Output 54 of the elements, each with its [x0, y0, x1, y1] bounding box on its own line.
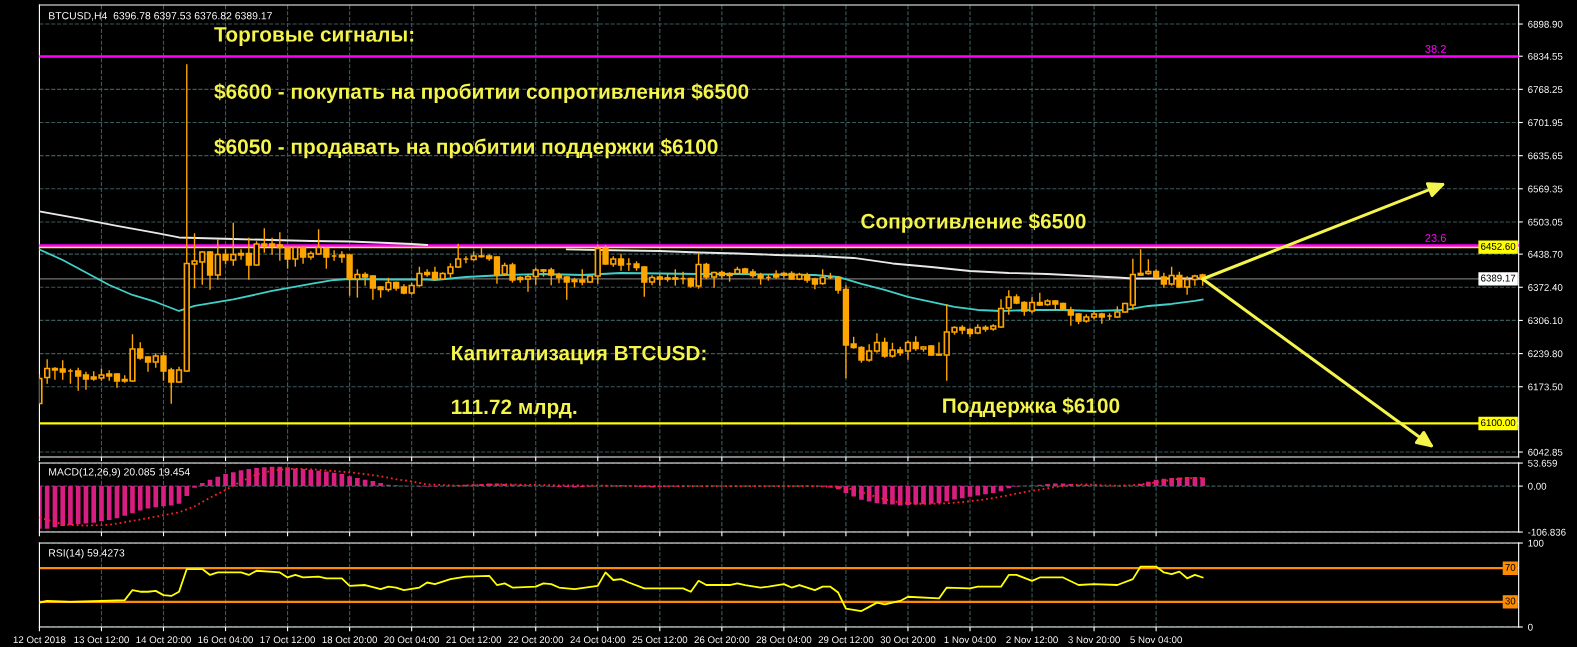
annotation: $6050 - продавать на пробитии поддержки $6100 [214, 138, 718, 159]
x-tick-label: 2 Nov 12:00 [1006, 636, 1058, 644]
text: BTCUSD,H4 6396.78 6397.53 6376.82 6389.17 [49, 12, 272, 21]
y-tick-label: 6834.55 [1528, 52, 1563, 60]
x-tick-label: 14 Oct 20:00 [136, 636, 191, 644]
y-tick-label: 6173.50 [1528, 383, 1563, 391]
annotation: Сопротивление $6500 [861, 212, 1086, 233]
ref-line-label: 6100.00 [1481, 419, 1516, 427]
annotation: Поддержка $6100 [943, 397, 1120, 418]
y-tick-label: 6503.05 [1528, 218, 1563, 226]
y-tick-label: 6042.85 [1528, 448, 1563, 456]
y-tick-label: 6569.35 [1528, 185, 1563, 193]
annotation: 111.72 млрд. [451, 399, 577, 419]
y-tick-label: 6635.65 [1528, 152, 1563, 160]
x-tick-label: 13 Oct 12:00 [74, 636, 129, 644]
x-tick-label: 20 Oct 04:00 [384, 636, 440, 644]
x-tick-label: 24 Oct 04:00 [570, 636, 626, 644]
x-tick-label: 12 Oct 2018 [13, 636, 66, 644]
ref-line-label: 30 [1505, 597, 1516, 605]
x-tick-label: 17 Oct 12:00 [260, 636, 316, 644]
x-tick-label: 18 Oct 20:00 [322, 636, 378, 644]
x-tick-label: 26 Oct 20:00 [694, 636, 750, 644]
y-tick-label: 6306.10 [1528, 317, 1563, 325]
text: RSI(14) 59.4273 [49, 548, 125, 559]
series-label: 38.2 [1425, 45, 1446, 53]
x-tick-label: 1 Nov 04:00 [944, 636, 996, 644]
x-tick-label: 3 Nov 20:00 [1068, 636, 1120, 644]
x-tick-label: 22 Oct 20:00 [508, 636, 564, 644]
annotation: Капитализация BTCUSD: [452, 345, 706, 365]
series-label: 23.6 [1425, 234, 1446, 242]
y-tick-label: 6898.90 [1528, 20, 1563, 28]
y-tick-label: -106.836 [1528, 528, 1566, 536]
x-tick-label: 5 Nov 04:00 [1130, 636, 1182, 644]
y-tick-label: 6768.25 [1528, 86, 1563, 93]
ref-line-label: 6389.17 [1481, 274, 1516, 282]
x-tick-label: 25 Oct 12:00 [632, 636, 688, 644]
annotation: Торговые сигналы: [214, 27, 414, 46]
x-tick-label: 28 Oct 04:00 [756, 636, 812, 644]
annotation: $6600 - покупать на пробитии сопротивления $6500 [214, 83, 749, 104]
y-tick-label: 6372.40 [1528, 284, 1563, 291]
y-tick-label: 0 [1528, 623, 1533, 631]
chart-title: MACD(12,26,9) 20.085 19.454 [49, 467, 190, 478]
x-tick-label: 16 Oct 04:00 [198, 636, 253, 644]
x-tick-label: 30 Oct 20:00 [880, 636, 936, 644]
y-tick-label: 6701.95 [1528, 119, 1563, 127]
x-tick-label: 29 Oct 12:00 [818, 636, 874, 644]
ref-line-label: 70 [1505, 563, 1516, 571]
y-tick-label: 6239.80 [1528, 350, 1563, 358]
x-tick-label: 21 Oct 12:00 [446, 636, 502, 644]
ref-line-label: 6452.60 [1481, 242, 1516, 250]
y-tick-label: 100 [1528, 539, 1544, 547]
y-tick-label: 0.00 [1528, 482, 1547, 490]
y-tick-label: 53.659 [1528, 459, 1557, 467]
y-tick-label: 6438.70 [1528, 250, 1563, 258]
